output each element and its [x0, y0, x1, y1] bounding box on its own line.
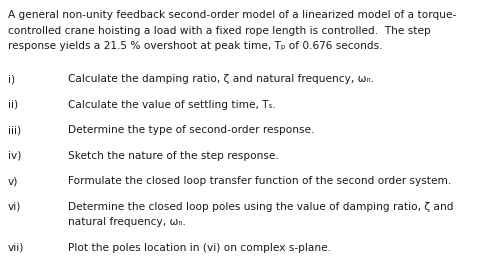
- Text: natural frequency, ωₙ.: natural frequency, ωₙ.: [68, 218, 186, 228]
- Text: response yields a 21.5 % overshoot at peak time, Tₚ of 0.676 seconds.: response yields a 21.5 % overshoot at pe…: [8, 41, 383, 51]
- Text: Determine the type of second-order response.: Determine the type of second-order respo…: [68, 126, 314, 135]
- Text: v): v): [8, 177, 18, 186]
- Text: Formulate the closed loop transfer function of the second order system.: Formulate the closed loop transfer funct…: [68, 177, 451, 186]
- Text: vi): vi): [8, 202, 21, 212]
- Text: vii): vii): [8, 243, 24, 253]
- Text: ii): ii): [8, 100, 18, 110]
- Text: Sketch the nature of the step response.: Sketch the nature of the step response.: [68, 151, 279, 161]
- Text: Determine the closed loop poles using the value of damping ratio, ζ and: Determine the closed loop poles using th…: [68, 202, 454, 212]
- Text: i): i): [8, 75, 15, 84]
- Text: iv): iv): [8, 151, 21, 161]
- Text: Calculate the damping ratio, ζ and natural frequency, ωₙ.: Calculate the damping ratio, ζ and natur…: [68, 75, 374, 84]
- Text: iii): iii): [8, 126, 21, 135]
- Text: controlled crane hoisting a load with a fixed rope length is controlled.  The st: controlled crane hoisting a load with a …: [8, 25, 431, 36]
- Text: Plot the poles location in (vi) on complex s-plane.: Plot the poles location in (vi) on compl…: [68, 243, 331, 253]
- Text: A general non-unity feedback second-order model of a linearized model of a torqu: A general non-unity feedback second-orde…: [8, 10, 456, 20]
- Text: Calculate the value of settling time, Tₛ.: Calculate the value of settling time, Tₛ…: [68, 100, 276, 110]
